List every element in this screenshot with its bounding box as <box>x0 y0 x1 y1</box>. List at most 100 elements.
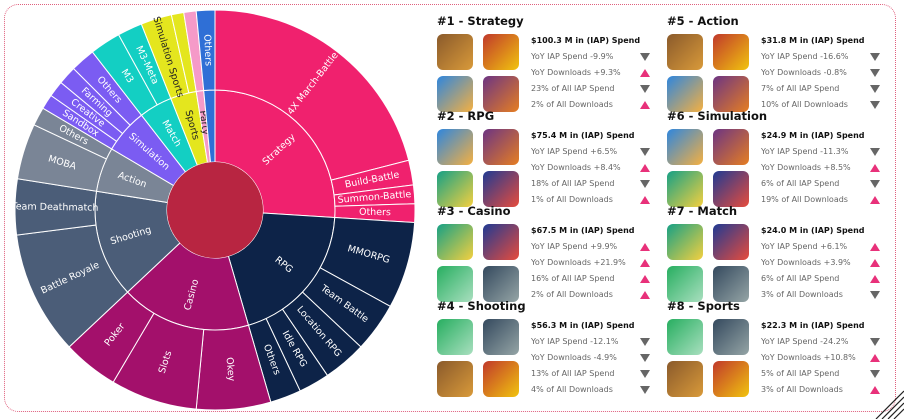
game-icon <box>483 319 519 355</box>
game-icon <box>713 266 749 302</box>
game-icon <box>437 34 473 70</box>
segment-label: Others <box>359 207 391 219</box>
panel-card: #4 - Shooting $56.3 M in (IAP) Spend YoY I… <box>437 299 662 397</box>
trend-indicator <box>870 243 880 251</box>
stat-row: $24.0 M in (IAP) Spend <box>761 226 865 235</box>
panel-title: #3 - Casino <box>437 204 511 218</box>
trend-indicator <box>870 370 880 378</box>
trend-indicator <box>870 196 880 204</box>
trend-indicator <box>640 164 650 172</box>
trend-indicator <box>640 338 650 346</box>
stat-row: 16% of All IAP Spend <box>531 274 615 283</box>
stat-row: YoY Downloads +8.4% <box>531 163 621 172</box>
stat-row: 5% of All IAP Spend <box>761 369 840 378</box>
game-icon <box>667 129 703 165</box>
panel-title: #5 - Action <box>667 14 739 28</box>
stat-row: YoY IAP Spend +9.9% <box>531 242 618 251</box>
trend-indicator <box>640 243 650 251</box>
game-icon <box>713 76 749 112</box>
stat-row: $100.3 M in (IAP) Spend <box>531 36 641 45</box>
trend-indicator <box>870 69 880 77</box>
trend-indicator <box>640 370 650 378</box>
segment-label: Okey <box>223 357 236 382</box>
panel-card: #6 - Simulation $24.9 M in (IAP) Spend YoY… <box>667 109 892 207</box>
center-circle <box>167 162 263 258</box>
game-icon <box>713 129 749 165</box>
stat-row: $56.3 M in (IAP) Spend <box>531 321 635 330</box>
game-icon <box>713 224 749 260</box>
stat-row: 10% of All Downloads <box>761 100 848 109</box>
stat-row: 6% of All IAP Spend <box>761 179 840 188</box>
trend-indicator <box>640 69 650 77</box>
stat-row: $67.5 M in (IAP) Spend <box>531 226 635 235</box>
trend-indicator <box>640 85 650 93</box>
corner-decoration <box>875 390 904 419</box>
trend-indicator <box>640 354 650 362</box>
game-icon <box>667 224 703 260</box>
stat-row: $22.3 M in (IAP) Spend <box>761 321 865 330</box>
panel-card: #3 - Casino $67.5 M in (IAP) Spend YoY IAP… <box>437 204 662 302</box>
game-icon <box>667 319 703 355</box>
trend-indicator <box>640 53 650 61</box>
game-icon <box>437 129 473 165</box>
game-icon <box>437 361 473 397</box>
outer-segment <box>214 9 410 181</box>
stat-row: $75.4 M in (IAP) Spend <box>531 131 635 140</box>
stat-row: YoY IAP Spend +6.5% <box>531 147 618 156</box>
trend-indicator <box>870 275 880 283</box>
sunburst-chart: 4X March-BattleBuild-BattleSummon-Battle… <box>10 9 416 411</box>
trend-indicator <box>640 101 650 109</box>
trend-indicator <box>640 196 650 204</box>
game-icon <box>437 319 473 355</box>
panel-card: #2 - RPG $75.4 M in (IAP) Spend YoY IAP Sp… <box>437 109 662 207</box>
stat-row: YoY Downloads +8.5% <box>761 163 851 172</box>
trend-indicator <box>640 259 650 267</box>
trend-indicator <box>870 354 880 362</box>
stat-row: 18% of All IAP Spend <box>531 179 615 188</box>
frame <box>4 4 896 412</box>
segment-label: Team Deathmatch <box>10 201 98 213</box>
panel-card: #1 - Strategy $100.3 M in (IAP) Spend YoY … <box>437 14 662 112</box>
trend-indicator <box>640 386 650 394</box>
game-icon <box>483 76 519 112</box>
panel-title: #6 - Simulation <box>667 109 768 123</box>
stat-row: 6% of All IAP Spend <box>761 274 840 283</box>
panel-title: #4 - Shooting <box>437 299 526 313</box>
stat-row: 4% of All Downloads <box>531 385 613 394</box>
stat-row: 3% of All Downloads <box>761 385 843 394</box>
stat-row: YoY IAP Spend -12.1% <box>531 337 619 346</box>
stat-row: 2% of All Downloads <box>531 100 613 109</box>
trend-indicator <box>870 386 880 394</box>
trend-indicator <box>870 164 880 172</box>
stat-row: 19% of All Downloads <box>761 195 848 204</box>
trend-indicator <box>870 259 880 267</box>
trend-indicator <box>870 53 880 61</box>
stat-row: YoY Downloads +10.8% <box>761 353 856 362</box>
game-icon <box>713 361 749 397</box>
game-icon <box>483 361 519 397</box>
trend-indicator <box>870 180 880 188</box>
trend-indicator <box>870 338 880 346</box>
trend-indicator <box>870 101 880 109</box>
game-icon <box>483 224 519 260</box>
game-icon <box>667 361 703 397</box>
stat-row: 23% of All IAP Spend <box>531 84 615 93</box>
stat-row: YoY IAP Spend -24.2% <box>761 337 849 346</box>
stat-row: YoY IAP Spend +6.1% <box>761 242 848 251</box>
trend-indicator <box>640 148 650 156</box>
trend-indicator <box>640 291 650 299</box>
stat-row: 2% of All Downloads <box>531 290 613 299</box>
stat-row: YoY IAP Spend -16.6% <box>761 52 849 61</box>
stat-row: 3% of All Downloads <box>761 290 843 299</box>
outer-segment <box>195 9 216 92</box>
panel-card: #5 - Action $31.8 M in (IAP) Spend YoY IAP… <box>667 14 892 112</box>
stat-row: 1% of All Downloads <box>531 195 613 204</box>
stat-row: YoY Downloads -4.9% <box>531 353 617 362</box>
game-icon <box>483 266 519 302</box>
segment-label: Others <box>201 34 213 66</box>
stat-row: $31.8 M in (IAP) Spend <box>761 36 865 45</box>
game-icon <box>713 34 749 70</box>
stat-row: 13% of All IAP Spend <box>531 369 615 378</box>
game-icon <box>667 266 703 302</box>
